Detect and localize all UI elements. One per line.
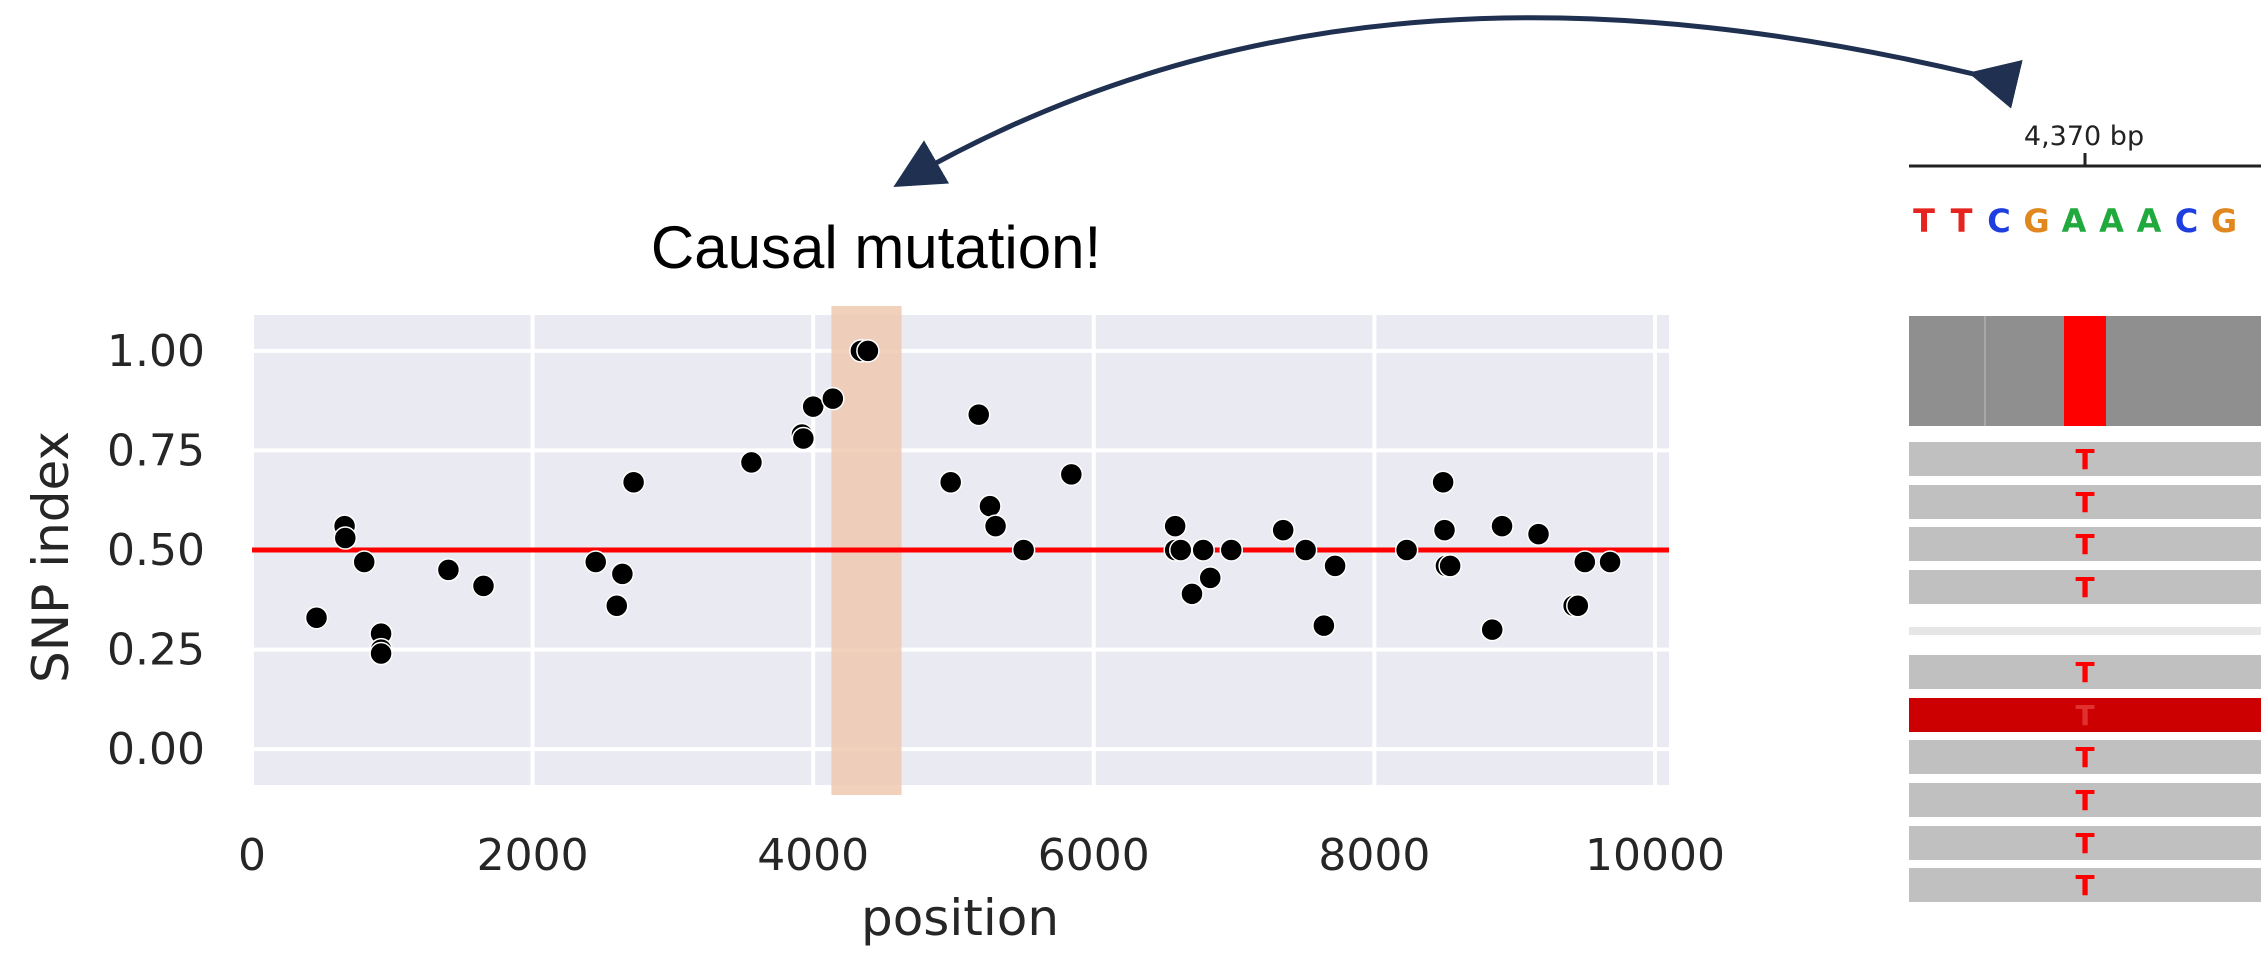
data-point bbox=[1059, 462, 1084, 487]
data-point bbox=[1323, 554, 1347, 578]
curved-arrow bbox=[893, 15, 2023, 188]
sequence-base: A bbox=[2062, 202, 2087, 240]
sequence-base: C bbox=[1987, 202, 2010, 240]
data-point bbox=[856, 339, 880, 363]
data-point bbox=[352, 550, 376, 574]
data-point bbox=[1431, 470, 1455, 495]
read-base: T bbox=[2075, 443, 2094, 476]
data-point bbox=[1293, 538, 1318, 562]
read-base: T bbox=[2075, 528, 2094, 561]
y-tick-labels: 0.00 0.25 0.50 0.75 1.00 bbox=[107, 326, 205, 775]
data-point bbox=[1432, 518, 1457, 542]
read-row bbox=[1909, 826, 2261, 860]
read-row bbox=[1909, 527, 2261, 561]
read-base: T bbox=[2075, 869, 2094, 902]
data-point bbox=[304, 605, 329, 630]
data-point bbox=[621, 470, 646, 495]
data-point bbox=[978, 494, 1002, 518]
read-base: T bbox=[2075, 656, 2094, 689]
data-point bbox=[1566, 594, 1590, 618]
read-base: T bbox=[2075, 741, 2094, 774]
sequence-base: C bbox=[2175, 202, 2198, 240]
sequence-base: A bbox=[2137, 202, 2162, 240]
data-point bbox=[471, 574, 496, 598]
y-tick-label: 0.50 bbox=[107, 525, 205, 576]
scatter-plot: 0 2000 4000 6000 8000 10000 0.00 0.25 0.50 0.75 1… bbox=[22, 306, 1725, 947]
read-row bbox=[1909, 740, 2261, 774]
x-tick-label: 8000 bbox=[1318, 830, 1430, 881]
data-point bbox=[938, 470, 963, 495]
data-point bbox=[583, 550, 608, 574]
data-point bbox=[1271, 518, 1295, 542]
data-point bbox=[801, 394, 825, 419]
data-point bbox=[983, 514, 1008, 538]
data-point bbox=[1198, 566, 1222, 590]
data-point bbox=[436, 558, 461, 582]
sequence-base: T bbox=[1913, 202, 1935, 240]
read-row bbox=[1909, 485, 2261, 519]
x-tick-label: 0 bbox=[238, 830, 266, 881]
x-tick-label: 2000 bbox=[477, 830, 589, 881]
data-point bbox=[610, 562, 635, 586]
y-tick-label: 0.75 bbox=[107, 425, 205, 476]
data-point bbox=[1312, 613, 1336, 638]
read-base: T bbox=[2075, 784, 2094, 817]
y-tick-label: 1.00 bbox=[107, 326, 205, 377]
data-point bbox=[605, 594, 629, 618]
causal-mutation-label: Causal mutation! bbox=[651, 214, 1101, 281]
x-tick-labels: 0 2000 4000 6000 8000 10000 bbox=[238, 830, 1725, 881]
data-point bbox=[369, 641, 393, 666]
ruler-label: 4,370 bp bbox=[2024, 121, 2144, 152]
data-point bbox=[1180, 582, 1204, 606]
read-base: T bbox=[2075, 571, 2094, 604]
data-point bbox=[1219, 538, 1244, 562]
read-row bbox=[1909, 655, 2261, 689]
read-row bbox=[1909, 783, 2261, 817]
sequence-base: G bbox=[2023, 202, 2049, 240]
y-tick-label: 0.00 bbox=[107, 724, 205, 775]
x-axis-label: position bbox=[861, 889, 1059, 947]
x-tick-label: 10000 bbox=[1585, 830, 1725, 881]
data-point bbox=[1163, 514, 1187, 538]
data-point bbox=[1526, 522, 1551, 546]
x-tick-label: 4000 bbox=[757, 830, 869, 881]
data-point bbox=[1490, 514, 1514, 538]
data-point bbox=[966, 402, 991, 427]
data-point bbox=[1169, 538, 1193, 562]
data-point bbox=[1191, 538, 1215, 562]
read-base: T bbox=[2075, 827, 2094, 860]
data-point bbox=[821, 386, 845, 411]
data-point bbox=[1573, 550, 1597, 574]
sequence-base: G bbox=[2211, 202, 2237, 240]
data-point bbox=[791, 426, 816, 451]
read-row bbox=[1909, 698, 2261, 732]
data-point bbox=[1438, 554, 1462, 578]
coverage-mismatch-bar bbox=[2064, 316, 2106, 426]
read-base: T bbox=[2075, 699, 2094, 732]
data-point bbox=[1011, 538, 1036, 562]
read-row bbox=[1909, 868, 2261, 902]
read-row bbox=[1909, 570, 2261, 604]
data-point bbox=[739, 450, 764, 475]
y-tick-label: 0.25 bbox=[107, 625, 205, 676]
sequence-base: A bbox=[2099, 202, 2124, 240]
data-point bbox=[1598, 550, 1622, 574]
read-gap bbox=[1909, 627, 2261, 635]
read-row bbox=[1909, 442, 2261, 476]
y-axis-label: SNP index bbox=[22, 431, 80, 683]
data-point bbox=[1480, 617, 1504, 642]
data-point bbox=[1394, 538, 1419, 562]
data-points bbox=[304, 339, 1622, 666]
read-base: T bbox=[2075, 486, 2094, 519]
sequence-base: T bbox=[1951, 202, 1973, 240]
x-tick-label: 6000 bbox=[1038, 830, 1150, 881]
data-point bbox=[333, 526, 358, 550]
